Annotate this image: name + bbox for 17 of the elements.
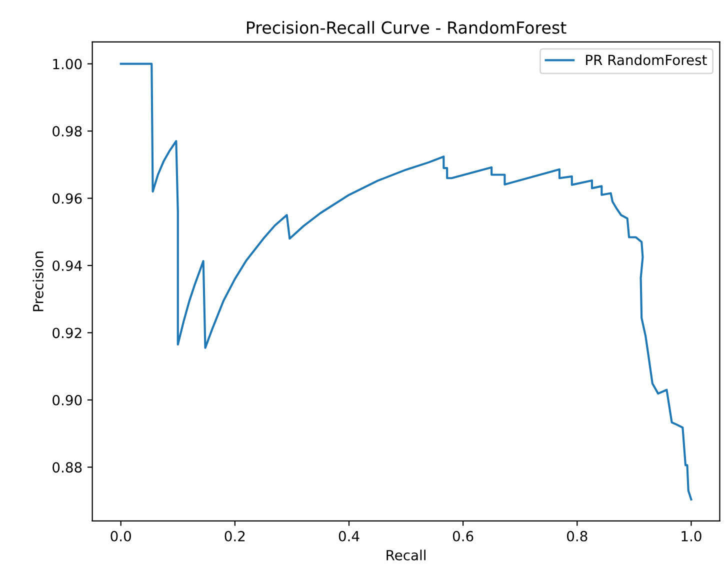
x-tick-label: 0.2: [224, 530, 245, 542]
y-axis-title: Precision: [32, 252, 44, 312]
y-tick-label: 0.98: [52, 126, 82, 137]
y-tick-label: 0.88: [52, 462, 82, 473]
y-tick-label: 1.00: [53, 58, 82, 70]
y-tick-label: 0.96: [52, 193, 82, 204]
x-tick-label: 0.8: [567, 530, 588, 542]
x-tick-label: 0.6: [452, 530, 474, 542]
y-tick-label: 0.94: [52, 260, 82, 271]
x-tick-label: 1.0: [682, 530, 702, 542]
y-tick-label: 0.92: [52, 328, 82, 338]
x-tick-label: 0.0: [110, 530, 131, 542]
x-tick-label: 0.4: [338, 530, 360, 542]
chart-title: Precision-Recall Curve - RandomForest: [247, 20, 566, 34]
x-axis-title: Recall: [386, 550, 426, 560]
y-tick-label: 0.90: [52, 394, 82, 406]
legend-label: PR RandomForest: [586, 54, 707, 66]
